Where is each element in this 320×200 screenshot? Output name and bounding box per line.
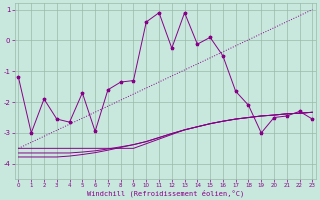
X-axis label: Windchill (Refroidissement éolien,°C): Windchill (Refroidissement éolien,°C) — [87, 189, 244, 197]
